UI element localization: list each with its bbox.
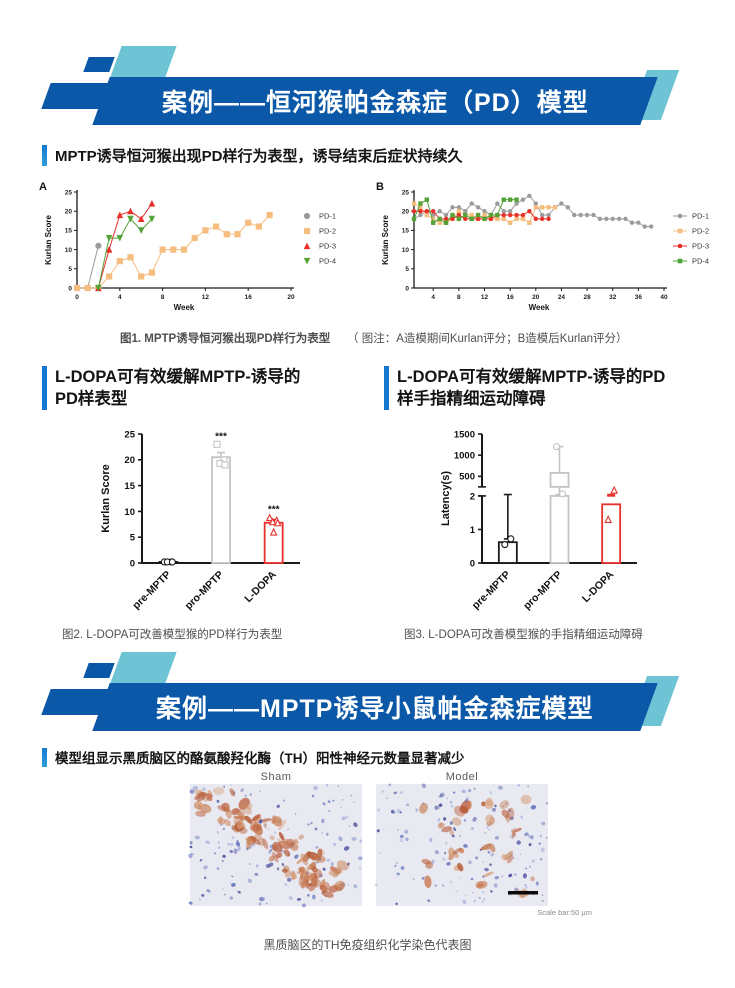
banner2-title: 案例——MPTP诱导小鼠帕金森症模型 [156, 695, 594, 723]
banner-rhesus-pd: 案例——恒河猴帕金森症（PD）模型 [92, 77, 658, 125]
svg-text:25: 25 [124, 429, 135, 440]
svg-text:40: 40 [660, 294, 668, 301]
section1-heading-block: MPTP诱导恒河猴出现PD样行为表型，诱导结束后症状持续久 [42, 145, 463, 166]
heading-accent-bar [384, 366, 389, 410]
svg-text:10: 10 [124, 507, 135, 518]
svg-text:8: 8 [457, 294, 461, 301]
svg-text:0: 0 [75, 294, 79, 301]
svg-text:2: 2 [470, 491, 475, 502]
svg-text:PD-3: PD-3 [319, 242, 336, 251]
section2-right-heading-block: L-DOPA可有效缓解MPTP-诱导的PD样手指精细运动障碍 [384, 366, 677, 410]
line-chart-panel-b: 4 8 12 16 20 24 28 32 36 40 0 5 10 15 20 25 Week Kurlan S… [376, 181, 709, 312]
banner-mouse-pd: 案例——MPTP诱导小鼠帕金森症模型 [92, 683, 658, 731]
svg-text:15: 15 [402, 228, 410, 235]
svg-text:25: 25 [65, 189, 73, 196]
svg-text:12: 12 [481, 294, 489, 301]
deco-parallelogram-teal [110, 46, 177, 77]
bar-chart-kurlan: 0 5 10 15 20 25 Kurlan Score pre-MPTP *** pro-MPT… [100, 429, 300, 613]
deco-parallelogram-teal [110, 652, 177, 683]
figure3-caption: 图3. L-DOPA可改善模型猴的手指精细运动障碍 [404, 629, 643, 641]
svg-text:PD-1: PD-1 [692, 212, 709, 221]
svg-text:0: 0 [68, 285, 72, 292]
section3-heading: 模型组显示黑质脑区的酪氨酸羟化酶（TH）阳性神经元数量显著减少 [55, 751, 465, 766]
svg-text:25: 25 [402, 189, 410, 196]
figure1-note: （ 图注：A造模期间Kurlan评分；B造模后Kurlan评分） [347, 333, 628, 345]
svg-text:4: 4 [118, 294, 122, 301]
svg-text:10: 10 [65, 247, 73, 254]
histology-image-sham [188, 783, 363, 908]
svg-text:5: 5 [130, 533, 136, 544]
svg-text:pro-MPTP: pro-MPTP [521, 569, 565, 613]
histology-caption: 黑质脑区的TH免疫组织化学染色代表图 [263, 938, 472, 952]
svg-text:0: 0 [130, 558, 135, 569]
svg-text:16: 16 [507, 294, 515, 301]
svg-text:L-DOPA: L-DOPA [242, 568, 279, 605]
svg-text:pre-MPTP: pre-MPTP [130, 569, 173, 612]
svg-text:16: 16 [245, 294, 253, 301]
svg-text:0: 0 [405, 285, 409, 292]
svg-text:20: 20 [532, 294, 540, 301]
svg-text:PD-2: PD-2 [692, 227, 709, 236]
section3-heading-block: 模型组显示黑质脑区的酪氨酸羟化酶（TH）阳性神经元数量显著减少 [42, 747, 465, 767]
heading-accent-bar [42, 747, 47, 767]
scale-bar-label: Scale bar:50 μm [537, 908, 592, 917]
svg-text:PD-4: PD-4 [319, 257, 336, 266]
heading-accent-bar [42, 145, 47, 166]
svg-text:pro-MPTP: pro-MPTP [183, 569, 227, 613]
svg-text:Kurlan Score: Kurlan Score [44, 215, 53, 265]
svg-text:20: 20 [402, 209, 410, 216]
svg-text:PD-4: PD-4 [692, 257, 709, 266]
svg-text:Week: Week [174, 303, 195, 312]
svg-text:32: 32 [609, 294, 617, 301]
svg-text:A: A [39, 181, 47, 193]
svg-text:15: 15 [65, 228, 73, 235]
histology-image-model [374, 783, 548, 906]
svg-text:500: 500 [459, 472, 475, 483]
svg-text:8: 8 [161, 294, 165, 301]
heading-accent-bar [42, 366, 47, 410]
svg-text:1000: 1000 [454, 451, 475, 462]
svg-text:PD-1: PD-1 [319, 212, 336, 221]
svg-text:15: 15 [124, 481, 135, 492]
svg-text:5: 5 [405, 266, 409, 273]
svg-text:5: 5 [68, 266, 72, 273]
histology-label-model: Model [445, 771, 479, 783]
section2-right-heading: L-DOPA可有效缓解MPTP-诱导的PD样手指精细运动障碍 [397, 368, 666, 408]
line-chart-panel-a: 0 4 8 12 16 20 0 5 10 15 20 25 Week Kurlan Score A PD-1… [39, 181, 336, 312]
svg-text:L-DOPA: L-DOPA [580, 568, 617, 605]
svg-text:***: *** [268, 505, 280, 516]
svg-text:Latency(s): Latency(s) [440, 471, 452, 526]
section2-left-heading-block: L-DOPA可有效缓解MPTP-诱导的PD样表型 [42, 366, 317, 410]
svg-text:24: 24 [558, 294, 566, 301]
svg-text:1500: 1500 [454, 429, 475, 440]
svg-text:1: 1 [470, 525, 476, 536]
deco-parallelogram-small-dark [83, 57, 115, 72]
svg-text:Kurlan Score: Kurlan Score [381, 215, 390, 265]
svg-text:10: 10 [402, 247, 410, 254]
bar-chart-latency: 0 1 2 500 1000 1500 Latency(s) pre-MPTP pro-MPTP… [440, 429, 637, 613]
svg-text:36: 36 [635, 294, 643, 301]
svg-text:20: 20 [287, 294, 295, 301]
histology-label-sham: Sham [260, 771, 292, 783]
svg-text:Kurlan Score: Kurlan Score [100, 464, 112, 532]
figure1-caption: 图1. MPTP诱导恒河猴出现PD样行为表型 [120, 333, 331, 345]
svg-text:28: 28 [583, 294, 591, 301]
svg-text:20: 20 [65, 209, 73, 216]
svg-text:0: 0 [470, 558, 475, 569]
svg-text:PD-3: PD-3 [692, 242, 709, 251]
section1-heading: MPTP诱导恒河猴出现PD样行为表型，诱导结束后症状持续久 [55, 148, 463, 165]
svg-text:4: 4 [431, 294, 435, 301]
figure2-caption: 图2. L-DOPA可改善模型猴的PD样行为表型 [62, 629, 283, 641]
svg-text:20: 20 [124, 455, 135, 466]
deco-parallelogram-small-dark [83, 663, 115, 678]
svg-text:Week: Week [529, 303, 550, 312]
banner1-title: 案例——恒河猴帕金森症（PD）模型 [161, 89, 589, 117]
section2-left-heading: L-DOPA可有效缓解MPTP-诱导的PD样表型 [55, 368, 301, 408]
svg-text:B: B [376, 181, 384, 193]
svg-text:PD-2: PD-2 [319, 227, 336, 236]
svg-text:***: *** [215, 431, 227, 442]
svg-text:12: 12 [202, 294, 210, 301]
svg-text:pre-MPTP: pre-MPTP [470, 569, 513, 612]
